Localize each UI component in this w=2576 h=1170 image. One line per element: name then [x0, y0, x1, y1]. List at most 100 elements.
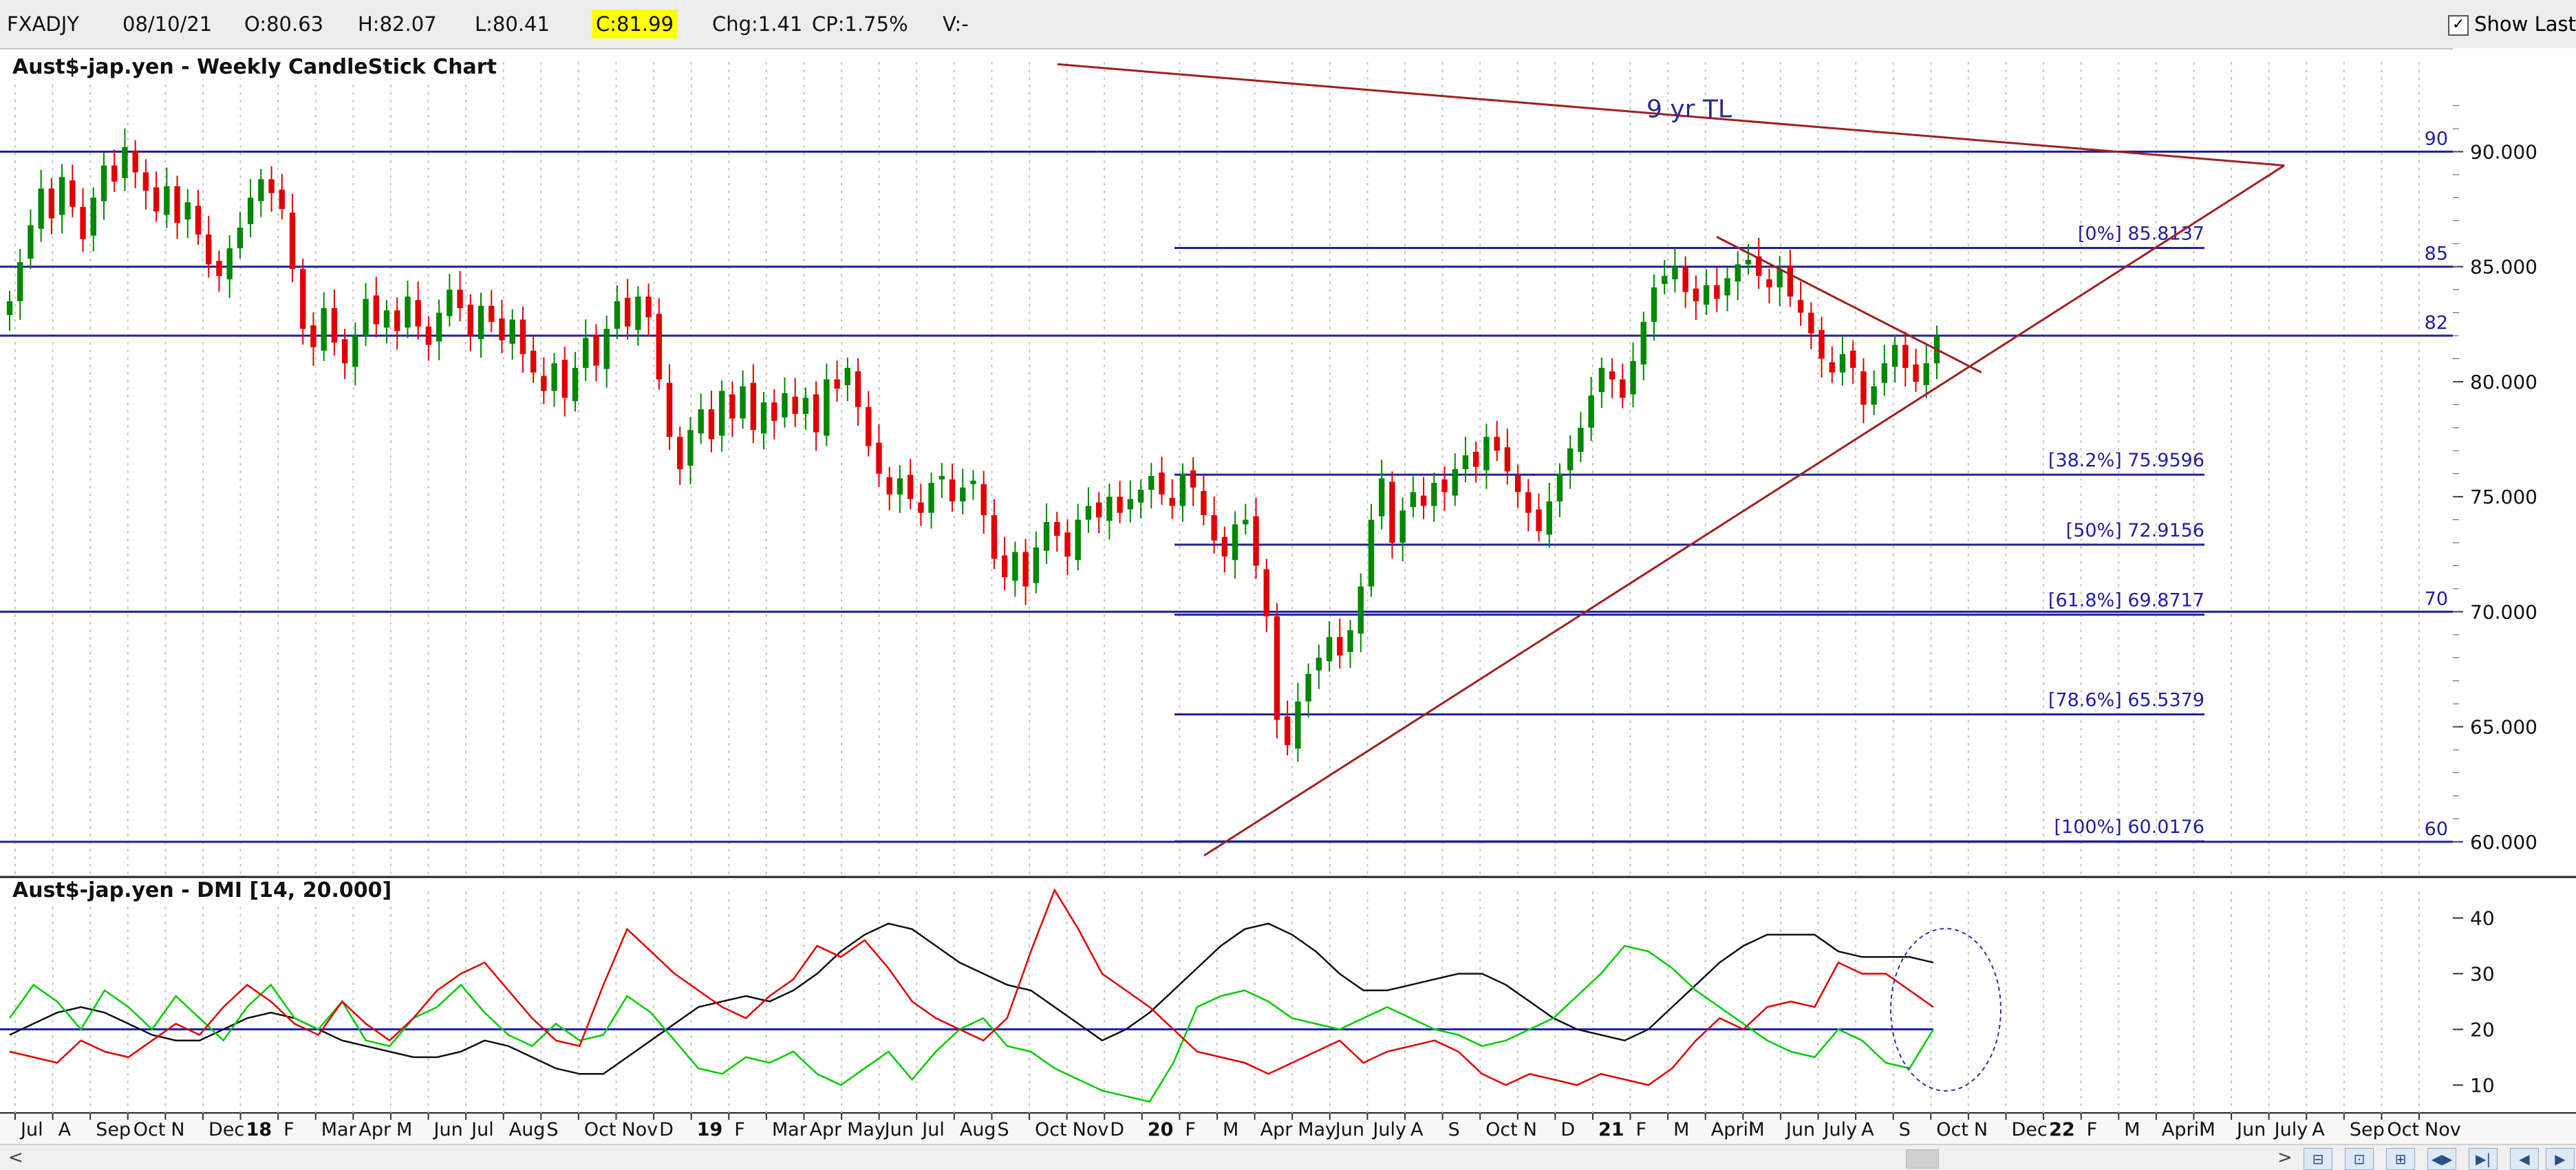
candle-body: [1075, 519, 1081, 561]
candle-body: [918, 502, 924, 513]
candle-body: [509, 319, 515, 344]
candle-body: [1022, 552, 1029, 587]
candle-body: [184, 202, 191, 220]
date-tick-label: N: [1523, 1119, 1537, 1140]
scrollbar-thumb[interactable]: [1906, 1149, 1939, 1169]
candle-body: [980, 484, 987, 515]
candle-body: [1818, 329, 1825, 359]
show-last-label: Show Last: [2474, 12, 2576, 36]
play-back-icon[interactable]: ◀: [2510, 1148, 2539, 1170]
candle-body: [1431, 483, 1437, 506]
candle-body: [1567, 448, 1574, 470]
date-tick-label: Apr: [1260, 1119, 1294, 1140]
candle-body: [813, 394, 819, 433]
candle-body: [561, 360, 568, 398]
horizontal-scrollbar[interactable]: < > ⊟ ⊡ ⊞ ◀▶ ▶| ◀ ▶: [0, 1144, 2576, 1170]
fib-level-label: [61.8%] 69.8717: [2048, 590, 2204, 611]
checkbox-icon[interactable]: ✓: [2448, 15, 2469, 36]
candle-body: [477, 305, 484, 340]
step-back-icon[interactable]: ◀▶: [2427, 1148, 2456, 1170]
go-end-icon[interactable]: ▶|: [2469, 1148, 2498, 1170]
candle-body: [897, 478, 903, 495]
candle-body: [373, 295, 379, 325]
candle-body: [1672, 266, 1678, 280]
candle-body: [1117, 497, 1123, 513]
candle-body: [750, 382, 757, 431]
candle-body: [142, 172, 149, 191]
candle-body: [28, 225, 34, 259]
candle-body: [226, 248, 233, 280]
candle-body: [824, 379, 830, 436]
candle-body: [1766, 279, 1772, 288]
candle-body: [1263, 569, 1269, 617]
scroll-left-icon[interactable]: <: [8, 1147, 23, 1168]
candle-body: [1452, 469, 1458, 496]
candle-body: [352, 336, 358, 367]
candle-body: [771, 402, 777, 421]
candle-body: [1232, 524, 1238, 561]
candle-body: [1850, 350, 1856, 368]
candle-body: [938, 476, 945, 480]
candle-body: [614, 301, 621, 329]
candle-body: [583, 338, 589, 368]
date-tick-label: 21: [1598, 1119, 1624, 1140]
candle-body: [1514, 475, 1521, 492]
date-tick-label: Oct: [1485, 1119, 1518, 1140]
show-last-toggle[interactable]: ✓ Show Last: [2448, 8, 2576, 40]
price-axis-label: 60.000: [2470, 831, 2537, 854]
date-tick-label: Jul: [470, 1119, 494, 1140]
candle-body: [760, 402, 767, 434]
date-tick-label: Oct: [1936, 1119, 1968, 1140]
price-axis-label: 70.000: [2470, 600, 2537, 623]
candle-body: [907, 475, 914, 499]
zoom-fit-icon[interactable]: ⊡: [2345, 1148, 2374, 1170]
dmi-chart-title: Aust$-jap.yen - DMI [14, 20.000]: [12, 878, 392, 902]
date-tick-label: Dec: [208, 1119, 244, 1140]
candle-body: [698, 409, 704, 434]
candle-body: [321, 307, 327, 351]
zoom-in-icon[interactable]: ⊞: [2386, 1148, 2415, 1170]
candle-body: [541, 376, 547, 391]
candle-body: [1410, 492, 1417, 508]
date-tick-label: Sep: [2350, 1119, 2385, 1140]
candle-body: [782, 393, 788, 418]
date-tick-label: F: [283, 1119, 294, 1140]
candle-body: [886, 477, 892, 495]
candle-body: [1662, 276, 1668, 284]
candle-body: [164, 186, 170, 215]
key-level-label: 70: [2425, 588, 2448, 609]
candle-body: [1221, 537, 1228, 557]
date-tick-label: Jun: [2235, 1119, 2266, 1140]
candle-body: [1201, 490, 1207, 515]
date-tick-label: Oct: [584, 1119, 616, 1140]
candle-body: [718, 391, 725, 436]
candle-body: [1357, 586, 1364, 634]
falling-resistance-trendline: [1716, 235, 1982, 373]
play-forward-icon[interactable]: ▶: [2546, 1148, 2575, 1170]
candle-body: [656, 314, 663, 380]
candle-body: [1441, 479, 1448, 492]
dmi-series-adx: [9, 922, 1934, 1075]
nine-year-trendline: [1057, 63, 2285, 167]
candle-body: [876, 442, 882, 474]
date-tick-label: Aug: [509, 1119, 546, 1140]
zoom-out-icon[interactable]: ⊟: [2304, 1148, 2332, 1170]
date-tick-label: M: [1748, 1119, 1764, 1140]
date-tick-label: Mar: [772, 1119, 808, 1140]
candle-body: [258, 179, 264, 202]
candle-body: [1295, 701, 1301, 749]
candle-body: [1420, 495, 1427, 506]
candle-body: [991, 514, 998, 559]
date-tick-label: 20: [1148, 1119, 1174, 1140]
candle-body: [58, 177, 65, 215]
candle-body: [1284, 716, 1291, 746]
dmi-axis-label: 10: [2470, 1074, 2495, 1097]
date-tick-label: Nov: [622, 1119, 658, 1140]
high-label: H:82.07: [358, 12, 437, 36]
date-tick-label: A: [58, 1119, 72, 1140]
candle-body: [174, 186, 180, 224]
scroll-right-icon[interactable]: >: [2277, 1147, 2293, 1168]
candle-body: [383, 310, 390, 328]
candle-body: [1525, 492, 1532, 513]
date-tick-label: Oct: [2387, 1119, 2419, 1140]
